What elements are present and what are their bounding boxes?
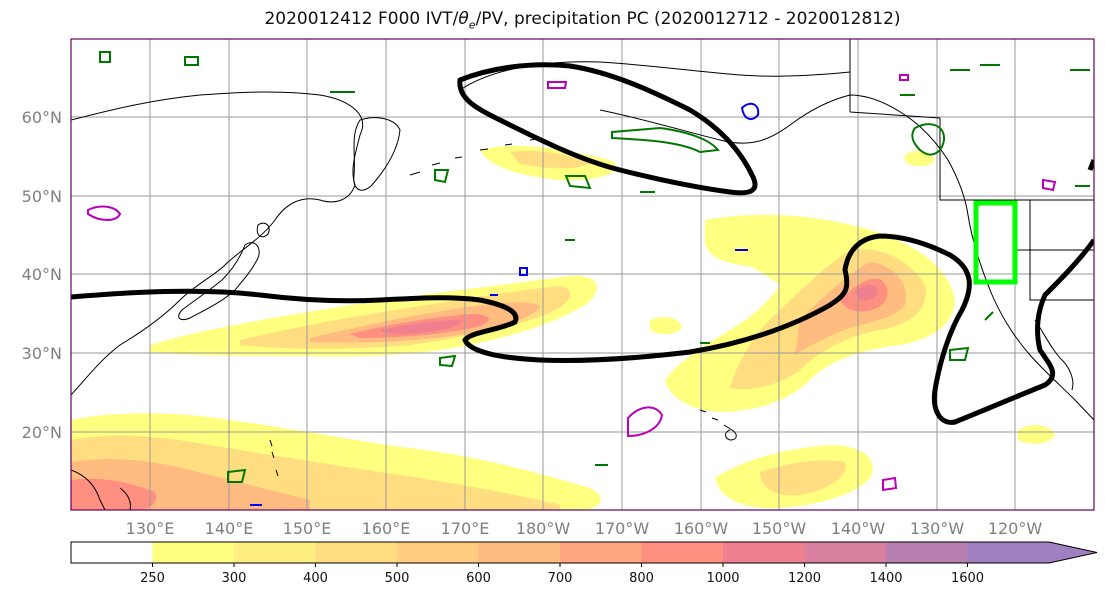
colorbar-cell: [478, 542, 561, 563]
colorbar-tick-label: 300: [222, 571, 247, 586]
lon-label-120w: 120°W: [988, 519, 1043, 538]
colorbar-cell: [723, 542, 805, 563]
lon-label-170w: 170°W: [595, 519, 650, 538]
pv-contours: [87, 74, 1057, 492]
lon-label-150w: 150°W: [752, 519, 807, 538]
colorbar-tick-label: 400: [303, 571, 328, 586]
map-border: [70, 38, 1095, 511]
lat-label-60n: 60°N: [22, 108, 62, 127]
graticule: [71, 39, 1094, 510]
colorbar-tick-label: 1600: [951, 571, 984, 586]
latitude-labels: 60°N 50°N 40°N 30°N 20°N: [22, 108, 62, 442]
colorbar-cell: [397, 542, 479, 563]
lat-label-50n: 50°N: [22, 187, 62, 206]
colorbar: 250 300 400 500 600 700 800 1000 1200 1400 1600: [70, 541, 1098, 586]
colorbar-cell: [967, 542, 1050, 563]
region-box: [973, 200, 1018, 285]
colorbar-tick-label: 600: [466, 571, 491, 586]
lon-label-150e: 150°E: [283, 519, 332, 538]
lon-label-130w: 130°W: [910, 519, 965, 538]
colorbar-cell: [152, 542, 235, 563]
theta-e-contours: [99, 51, 1090, 483]
lat-label-30n: 30°N: [22, 344, 62, 363]
precipitation-shading: [71, 145, 1055, 510]
colorbar-cell: [804, 542, 887, 563]
colorbar-tick-label: 700: [548, 571, 573, 586]
colorbar-extend-arrow: [1049, 542, 1097, 563]
lon-label-160e: 160°E: [362, 519, 411, 538]
colorbar-cell: [71, 542, 153, 563]
colorbar-cell: [315, 542, 398, 563]
map-title: 2020012412 F000 IVT/θe/PV, precipitation…: [264, 9, 901, 32]
longitude-labels: 130°E 140°E 150°E 160°E 170°E 180°W 170°…: [126, 519, 1043, 538]
colorbar-cell: [641, 542, 724, 563]
lon-label-140w: 140°W: [831, 519, 886, 538]
lat-label-40n: 40°N: [22, 265, 62, 284]
colorbar-cell: [234, 542, 316, 563]
colorbar-tick-label: 1000: [706, 571, 739, 586]
blue-contours: [250, 102, 760, 506]
lon-label-160w: 160°W: [674, 519, 729, 538]
colorbar-tick-label: 500: [385, 571, 410, 586]
colorbar-tick-label: 250: [140, 571, 165, 586]
lon-label-180w: 180°W: [516, 519, 571, 538]
colorbar-cell: [886, 542, 968, 563]
colorbar-cell: [560, 542, 642, 563]
lon-label-170e: 170°E: [441, 519, 490, 538]
colorbar-tick-label: 1200: [788, 571, 821, 586]
ivt-contours: [71, 62, 1094, 425]
lon-label-140e: 140°E: [205, 519, 254, 538]
lon-label-130e: 130°E: [126, 519, 175, 538]
colorbar-tick-label: 800: [629, 571, 654, 586]
lat-label-20n: 20°N: [22, 423, 62, 442]
colorbar-tick-label: 1400: [869, 571, 902, 586]
